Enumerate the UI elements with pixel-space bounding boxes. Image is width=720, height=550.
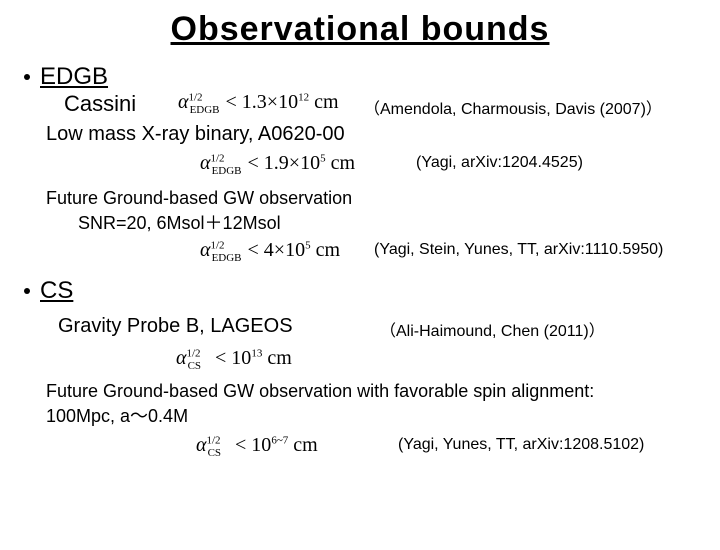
exp-half2: 1/2 xyxy=(211,152,225,164)
cs-unit2: cm xyxy=(288,434,317,456)
rhs: < 1.3×10 xyxy=(221,91,299,113)
bullet-dot xyxy=(24,74,30,80)
edgb-row: EDGB xyxy=(0,63,720,91)
page-title: Observational bounds xyxy=(0,10,720,49)
cs-future-label: Future Ground-based GW observation with … xyxy=(46,381,720,402)
cs-exp-half2: 1/2 xyxy=(207,434,221,446)
exp-half3: 1/2 xyxy=(211,239,225,251)
sub-edgb: EDGB xyxy=(190,104,220,116)
cs-unit1: cm xyxy=(262,347,291,369)
cassini-formula: α1/2EDGB < 1.3×1012 cm xyxy=(178,91,339,116)
sub-edgb3: EDGB xyxy=(212,252,242,264)
future-formula: α1/2EDGB < 4×105 cm xyxy=(200,239,340,264)
cs-future-ref: (Yagi, Yunes, TT, arXiv:1208.5102) xyxy=(398,436,644,454)
cassini-ref: （Amendola, Charmousis, Davis (2007)） xyxy=(364,95,662,119)
cs-rhs2: < 10 xyxy=(230,434,271,456)
lowmass-label: Low mass X-ray binary, A0620-00 xyxy=(46,123,720,146)
cs-row: CS xyxy=(0,277,720,305)
exp-half: 1/2 xyxy=(189,91,203,103)
cs-formula1: α1/2CS < 1013 cm xyxy=(176,347,292,372)
edgb-heading: EDGB xyxy=(40,63,108,91)
sub-edgb2: EDGB xyxy=(212,165,242,177)
cs-exp67: 6~7 xyxy=(271,434,288,446)
lowmass-formula: α1/2EDGB < 1.9×105 cm xyxy=(200,152,355,177)
gpb-ref: （Ali-Haimound, Chen (2011)） xyxy=(380,317,605,341)
sub-cs2: CS xyxy=(208,447,221,459)
sub-cs: CS xyxy=(188,360,201,372)
cs-exp-half: 1/2 xyxy=(187,347,201,359)
cs-exp13: 13 xyxy=(251,347,262,359)
future-ref: (Yagi, Stein, Yunes, TT, arXiv:1110.5950… xyxy=(374,241,663,259)
lowmass-ref: (Yagi, arXiv:1204.4525) xyxy=(416,154,583,172)
rhs3: < 4×10 xyxy=(243,239,306,261)
cs-rhs1: < 10 xyxy=(210,347,251,369)
unit-cm3: cm xyxy=(311,239,340,261)
cs-heading: CS xyxy=(40,277,73,305)
future-gw-label: Future Ground-based GW observation xyxy=(46,188,720,209)
unit-cm: cm xyxy=(309,91,338,113)
exp12: 12 xyxy=(298,91,309,103)
unit-cm2: cm xyxy=(326,152,355,174)
gpb-label: Gravity Probe B, LAGEOS xyxy=(58,315,293,338)
bullet-dot2 xyxy=(24,288,30,294)
cs-formula2: α1/2CS < 106~7 cm xyxy=(196,434,318,459)
cassini-label: Cassini xyxy=(64,91,136,117)
cs-future-sub: 100Mpc, a～0.4M xyxy=(46,402,720,428)
future-gw-sub: SNR=20, 6Msol＋12Msol xyxy=(78,209,720,235)
rhs2: < 1.9×10 xyxy=(243,152,321,174)
